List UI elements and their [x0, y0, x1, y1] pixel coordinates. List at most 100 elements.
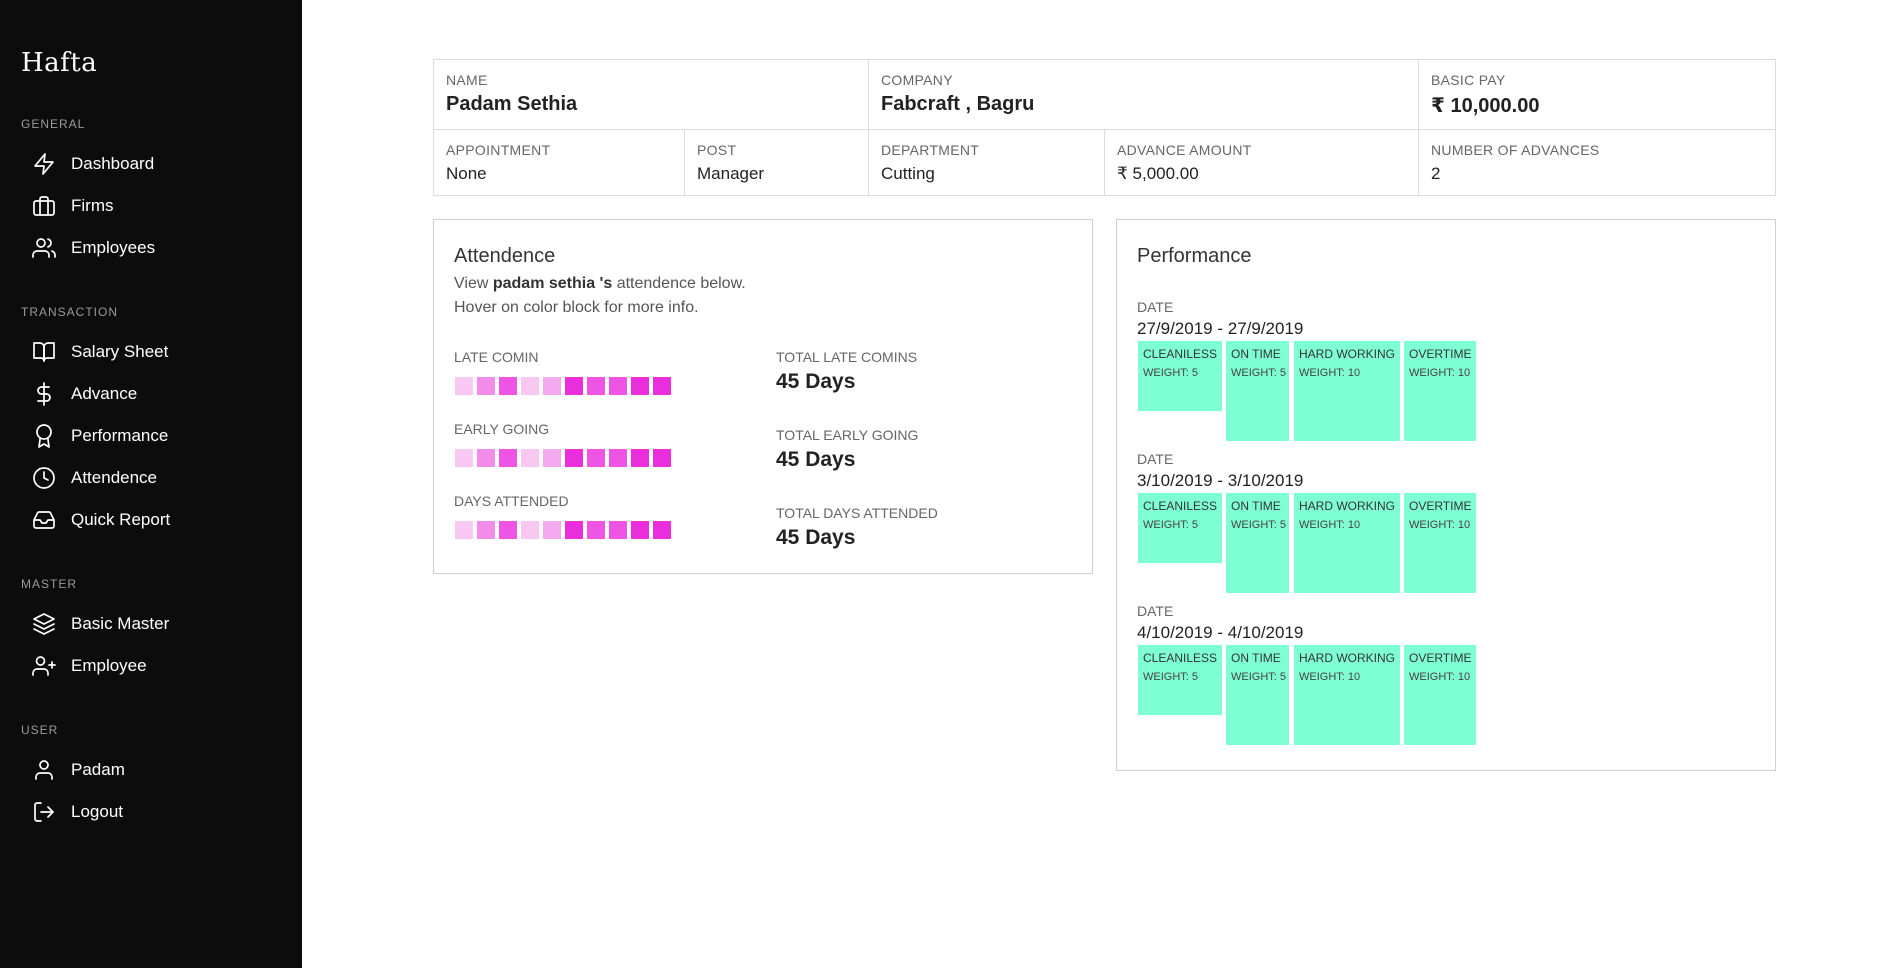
- name-label: NAME: [446, 72, 488, 88]
- performance-tile-title: CLEANILESS: [1143, 499, 1218, 513]
- sidebar-item-firms[interactable]: Firms: [31, 191, 113, 221]
- early-going-label: EARLY GOING: [454, 421, 550, 437]
- sidebar-item-salary-sheet[interactable]: Salary Sheet: [31, 337, 168, 367]
- user-plus-icon: [31, 653, 57, 679]
- performance-date-range: 3/10/2019 - 3/10/2019: [1137, 471, 1304, 490]
- sidebar-item-performance[interactable]: Performance: [31, 421, 168, 451]
- attendence-color-block[interactable]: [587, 449, 605, 467]
- sidebar-item-attendence[interactable]: Attendence: [31, 463, 157, 493]
- department-label: DEPARTMENT: [881, 142, 980, 158]
- attendence-color-block[interactable]: [455, 521, 473, 539]
- attendence-color-block[interactable]: [499, 521, 517, 539]
- sidebar-item-label: Salary Sheet: [71, 342, 169, 361]
- performance-tile-weight: WEIGHT: 5: [1231, 519, 1287, 531]
- attendence-color-block[interactable]: [565, 377, 583, 395]
- attendence-color-block[interactable]: [543, 449, 561, 467]
- user-icon: [31, 757, 57, 783]
- sidebar-item-label: Employees: [71, 238, 156, 257]
- sidebar-item-dashboard[interactable]: Dashboard: [31, 149, 154, 179]
- performance-tile[interactable]: CLEANILESS WEIGHT: 5: [1138, 645, 1222, 715]
- performance-tile[interactable]: OVERTIME WEIGHT: 10: [1404, 645, 1476, 745]
- sidebar-section-user: USER: [21, 723, 59, 737]
- layers-icon: [31, 611, 57, 637]
- sidebar-item-label: Employee: [71, 656, 147, 675]
- sidebar-item-label: Firms: [71, 196, 114, 215]
- days-attended-blocks[interactable]: [455, 521, 671, 539]
- appointment-cell: APPOINTMENT None: [434, 130, 685, 195]
- attendence-color-block[interactable]: [499, 377, 517, 395]
- sidebar-item-label: Attendence: [71, 468, 158, 487]
- attendence-color-block[interactable]: [609, 449, 627, 467]
- attendence-color-block[interactable]: [477, 521, 495, 539]
- attendence-color-block[interactable]: [631, 521, 649, 539]
- advance-amount-cell: ADVANCE AMOUNT ₹ 5,000.00: [1105, 130, 1419, 195]
- attendence-color-block[interactable]: [653, 521, 671, 539]
- attendence-title: Attendence: [454, 245, 556, 267]
- desc-suffix: attendence below.: [612, 275, 746, 292]
- sidebar-item-logout[interactable]: Logout: [31, 797, 123, 827]
- performance-date-range: 27/9/2019 - 27/9/2019: [1137, 319, 1304, 338]
- performance-tile-title: HARD WORKING: [1299, 347, 1395, 361]
- attendence-color-block[interactable]: [565, 521, 583, 539]
- performance-tile[interactable]: CLEANILESS WEIGHT: 5: [1138, 341, 1222, 411]
- attendence-description: View padam sethia 's attendence below. H…: [454, 272, 746, 320]
- performance-tile[interactable]: ON TIME WEIGHT: 5: [1226, 493, 1289, 593]
- total-days-attended-value: 45 Days: [776, 526, 856, 549]
- inbox-icon: [31, 507, 57, 533]
- department-cell: DEPARTMENT Cutting: [869, 130, 1105, 195]
- performance-tile[interactable]: OVERTIME WEIGHT: 10: [1404, 341, 1476, 441]
- performance-tile-weight: WEIGHT: 10: [1299, 671, 1361, 683]
- sidebar-item-employees[interactable]: Employees: [31, 233, 155, 263]
- clock-icon: [31, 465, 57, 491]
- name-cell: NAME Padam Sethia: [434, 60, 869, 130]
- performance-tile[interactable]: HARD WORKING WEIGHT: 10: [1294, 341, 1400, 441]
- sidebar-section-transaction: TRANSACTION: [21, 305, 119, 319]
- attendence-color-block[interactable]: [521, 449, 539, 467]
- attendence-color-block[interactable]: [653, 449, 671, 467]
- attendence-color-block[interactable]: [653, 377, 671, 395]
- attendence-color-block[interactable]: [477, 449, 495, 467]
- performance-tile[interactable]: HARD WORKING WEIGHT: 10: [1294, 645, 1400, 745]
- department-value: Cutting: [881, 164, 935, 183]
- sidebar-item-profile[interactable]: Padam: [31, 755, 125, 785]
- sidebar-item-label: Logout: [71, 802, 123, 821]
- attendence-color-block[interactable]: [521, 521, 539, 539]
- performance-tile-weight: WEIGHT: 10: [1299, 519, 1361, 531]
- performance-tile[interactable]: CLEANILESS WEIGHT: 5: [1138, 493, 1222, 563]
- attendence-color-block[interactable]: [543, 377, 561, 395]
- advance-amount-label: ADVANCE AMOUNT: [1117, 142, 1252, 158]
- performance-tile-title: OVERTIME: [1409, 347, 1472, 361]
- award-icon: [31, 423, 57, 449]
- performance-tile[interactable]: ON TIME WEIGHT: 5: [1226, 341, 1289, 441]
- attendence-color-block[interactable]: [587, 521, 605, 539]
- performance-tile[interactable]: HARD WORKING WEIGHT: 10: [1294, 493, 1400, 593]
- attendence-color-block[interactable]: [587, 377, 605, 395]
- performance-tile-weight: WEIGHT: 5: [1231, 671, 1287, 683]
- num-advances-cell: NUMBER of ADVANCES 2: [1419, 130, 1775, 195]
- performance-tile[interactable]: OVERTIME WEIGHT: 10: [1404, 493, 1476, 593]
- attendence-color-block[interactable]: [477, 377, 495, 395]
- sidebar-item-quick-report[interactable]: Quick Report: [31, 505, 170, 535]
- brand-logo[interactable]: Hafta: [21, 48, 98, 78]
- sidebar-item-basic-master[interactable]: Basic Master: [31, 609, 169, 639]
- advance-amount-value: ₹ 5,000.00: [1117, 164, 1199, 183]
- early-going-blocks[interactable]: [455, 449, 671, 467]
- late-comin-blocks[interactable]: [455, 377, 671, 395]
- attendence-color-block[interactable]: [499, 449, 517, 467]
- performance-tile-title: OVERTIME: [1409, 499, 1472, 513]
- attendence-color-block[interactable]: [609, 377, 627, 395]
- attendence-color-block[interactable]: [543, 521, 561, 539]
- attendence-color-block[interactable]: [631, 377, 649, 395]
- sidebar: Hafta GENERAL Dashboard Firms Employees …: [0, 0, 302, 968]
- attendence-color-block[interactable]: [521, 377, 539, 395]
- performance-tile-weight: WEIGHT: 10: [1299, 367, 1361, 379]
- performance-tile[interactable]: ON TIME WEIGHT: 5: [1226, 645, 1289, 745]
- attendence-color-block[interactable]: [631, 449, 649, 467]
- performance-date-label: DATE: [1137, 451, 1174, 467]
- attendence-color-block[interactable]: [565, 449, 583, 467]
- sidebar-item-employee[interactable]: Employee: [31, 651, 147, 681]
- sidebar-item-advance[interactable]: Advance: [31, 379, 137, 409]
- attendence-color-block[interactable]: [455, 377, 473, 395]
- attendence-color-block[interactable]: [609, 521, 627, 539]
- attendence-color-block[interactable]: [455, 449, 473, 467]
